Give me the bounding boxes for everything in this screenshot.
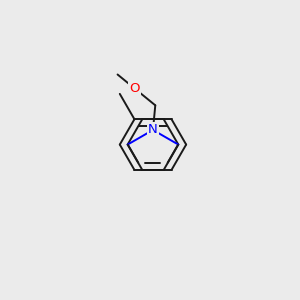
- Text: O: O: [129, 82, 140, 95]
- Text: N: N: [148, 123, 158, 136]
